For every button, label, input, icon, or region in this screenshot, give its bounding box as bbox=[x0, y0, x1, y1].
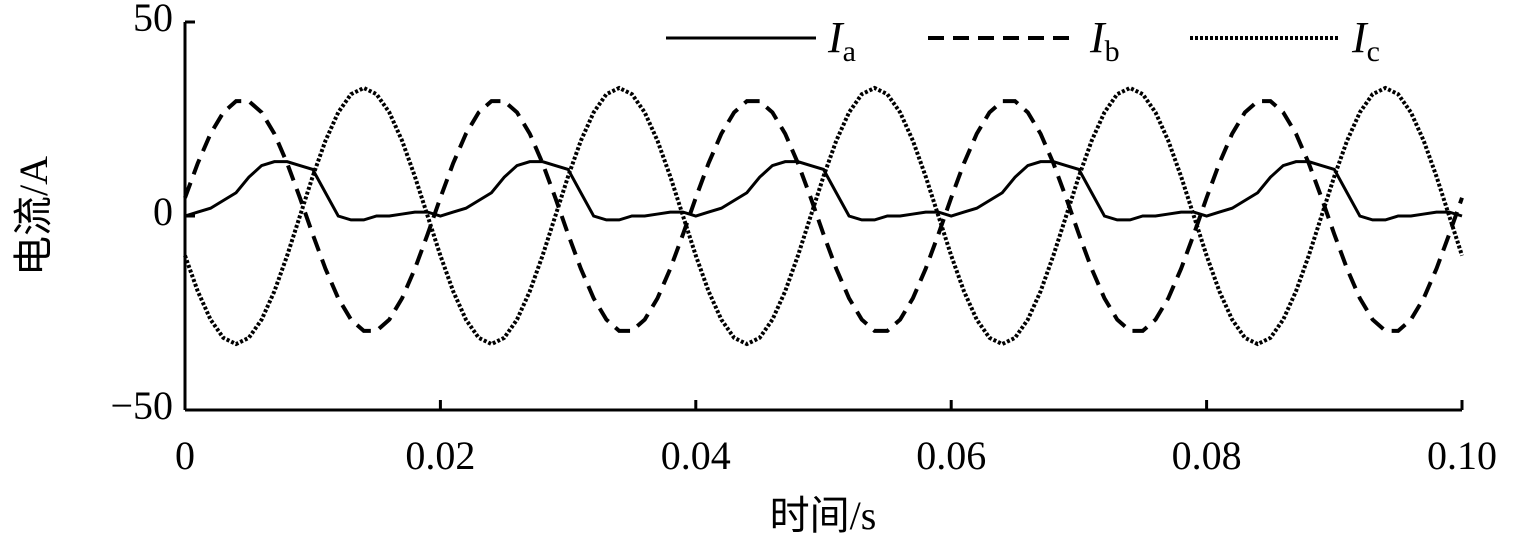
x-tick-label: 0.08 bbox=[1172, 433, 1242, 478]
y-tick-label: 50 bbox=[133, 0, 173, 40]
x-tick-label: 0.04 bbox=[661, 433, 731, 478]
legend-label: Ia bbox=[827, 13, 856, 68]
y-tick-label: 0 bbox=[153, 189, 173, 234]
series-line bbox=[184, 160, 1463, 222]
x-tick-label: 0 bbox=[175, 433, 195, 478]
legend-label: Ib bbox=[1089, 13, 1120, 68]
y-axis-label: 电流/A bbox=[11, 156, 56, 276]
y-tick-label: −50 bbox=[110, 383, 173, 428]
x-axis-label: 时间/s bbox=[770, 493, 877, 538]
x-tick-label: 0.02 bbox=[405, 433, 475, 478]
series-line bbox=[183, 85, 1464, 347]
x-tick-label: 0.06 bbox=[916, 433, 986, 478]
x-tick-label: 0.10 bbox=[1427, 433, 1497, 478]
series-line bbox=[183, 99, 1464, 333]
legend-label: Ic bbox=[1351, 13, 1380, 68]
